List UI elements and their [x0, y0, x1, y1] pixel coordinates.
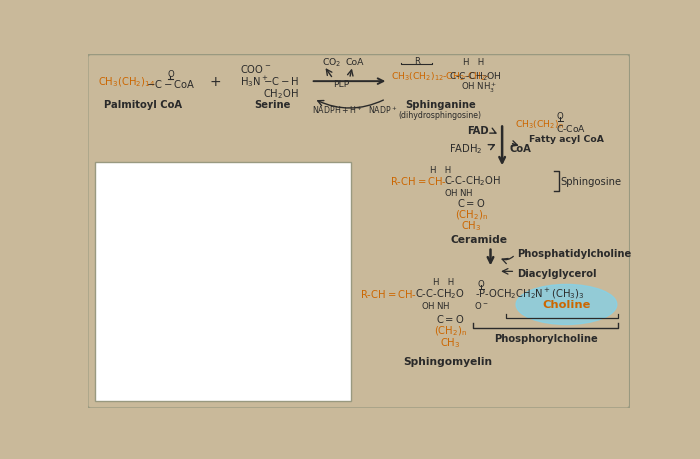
Text: Palmitoyl CoA: Palmitoyl CoA	[104, 100, 183, 110]
FancyBboxPatch shape	[88, 55, 630, 409]
Text: R: R	[414, 57, 420, 66]
Text: $\mathsf{OH\;NH}$: $\mathsf{OH\;NH}$	[444, 186, 473, 197]
Text: Phosphatidylcholine: Phosphatidylcholine	[517, 248, 632, 258]
Text: $\mathsf{COO^-}$: $\mathsf{COO^-}$	[240, 63, 272, 75]
Text: $\mathsf{C{\text{-}}CoA}$: $\mathsf{C{\text{-}}CoA}$	[556, 123, 587, 134]
Text: $\mathsf{CH_3(CH_2)_{14}}$: $\mathsf{CH_3(CH_2)_{14}}$	[97, 75, 155, 89]
Text: $\mathsf{NADPH + H^+}$: $\mathsf{NADPH + H^+}$	[312, 105, 363, 116]
Text: $\mathsf{(CH_2)_n}$: $\mathsf{(CH_2)_n}$	[454, 208, 488, 222]
Text: $\mathsf{C{=}O}$: $\mathsf{C{=}O}$	[457, 196, 485, 208]
Text: $\mathsf{R{\text{-}}CH{=}CH{\text{-}}}$: $\mathsf{R{\text{-}}CH{=}CH{\text{-}}}$	[390, 175, 447, 187]
Text: $\mathsf{-C-H}$: $\mathsf{-C-H}$	[263, 75, 300, 87]
Text: Diacylglycerol: Diacylglycerol	[517, 269, 597, 278]
Text: Sphingosine: Sphingosine	[560, 177, 622, 187]
Text: PLP: PLP	[333, 80, 350, 89]
Text: Sphinganine: Sphinganine	[405, 100, 475, 110]
Text: $\mathsf{C{=}O}$: $\mathsf{C{=}O}$	[436, 312, 465, 324]
Text: O: O	[167, 70, 174, 79]
Text: $\mathsf{NADP^+}$: $\mathsf{NADP^+}$	[368, 105, 398, 116]
Text: Serine: Serine	[254, 100, 290, 110]
Text: $\mathsf{OH\;NH_3^+}$: $\mathsf{OH\;NH_3^+}$	[461, 80, 497, 95]
Text: FAD: FAD	[468, 125, 489, 135]
Text: $\mathsf{{\text{-}}P{\text{-}}OCH_2CH_2N^+(CH_3)_3}$: $\mathsf{{\text{-}}P{\text{-}}OCH_2CH_2N…	[475, 286, 584, 301]
Text: $\mathsf{CH_3(CH_2)_n}$: $\mathsf{CH_3(CH_2)_n}$	[515, 118, 564, 130]
Text: $\mathsf{R{\text{-}}CH{=}CH{\text{-}}}$: $\mathsf{R{\text{-}}CH{=}CH{\text{-}}}$	[360, 287, 417, 299]
Text: H   H: H H	[430, 166, 451, 175]
Text: $\mathsf{CH_3}$: $\mathsf{CH_3}$	[461, 219, 482, 233]
Text: Ceramide: Ceramide	[450, 235, 508, 245]
Text: $\mathsf{O^-}$: $\mathsf{O^-}$	[474, 299, 489, 310]
Text: $\mathsf{CH_2OH}$: $\mathsf{CH_2OH}$	[263, 87, 299, 101]
Text: $\mathsf{CH_3(CH_2)_{12}{\text{-}}CH_2{\text{-}}CH_2{\text{-}}}$: $\mathsf{CH_3(CH_2)_{12}{\text{-}}CH_2{\…	[391, 70, 490, 83]
Text: $\mathsf{C{\text{-}}C{\text{-}}CH_2OH}$: $\mathsf{C{\text{-}}C{\text{-}}CH_2OH}$	[444, 174, 501, 188]
Text: CoA: CoA	[346, 58, 364, 67]
Text: $\mathsf{C{\text{-}}C{\text{-}}CH_2O}$: $\mathsf{C{\text{-}}C{\text{-}}CH_2O}$	[414, 286, 464, 300]
FancyBboxPatch shape	[95, 162, 351, 401]
Text: H   H: H H	[463, 58, 484, 67]
Text: $\mathsf{(CH_2)_n}$: $\mathsf{(CH_2)_n}$	[433, 323, 467, 337]
Text: H   H: H H	[433, 277, 454, 286]
Text: CoA: CoA	[510, 144, 532, 154]
Text: O: O	[478, 280, 484, 289]
Text: $\mathsf{H_3N^+}$: $\mathsf{H_3N^+}$	[240, 74, 269, 89]
Text: $\mathsf{C{\text{-}}C{\text{-}}CH_2OH}$: $\mathsf{C{\text{-}}C{\text{-}}CH_2OH}$	[449, 70, 501, 83]
Text: $\mathsf{OH\;NH}$: $\mathsf{OH\;NH}$	[421, 299, 450, 310]
Text: Sphingomyelin: Sphingomyelin	[403, 356, 492, 366]
Text: +: +	[209, 75, 221, 89]
Text: $\mathsf{CH_3}$: $\mathsf{CH_3}$	[440, 336, 461, 349]
Text: Phosphorylcholine: Phosphorylcholine	[494, 334, 598, 344]
Text: (dihydrosphingosine): (dihydrosphingosine)	[398, 111, 482, 119]
Text: Choline: Choline	[542, 300, 591, 310]
Text: $\mathsf{FADH_2}$: $\mathsf{FADH_2}$	[449, 142, 483, 156]
Ellipse shape	[516, 285, 617, 325]
Text: $\mathsf{CO_2}$: $\mathsf{CO_2}$	[322, 56, 342, 69]
Text: $\mathsf{-C-CoA}$: $\mathsf{-C-CoA}$	[146, 78, 195, 90]
Text: Fatty acyl CoA: Fatty acyl CoA	[529, 135, 604, 144]
Text: O: O	[556, 112, 563, 121]
